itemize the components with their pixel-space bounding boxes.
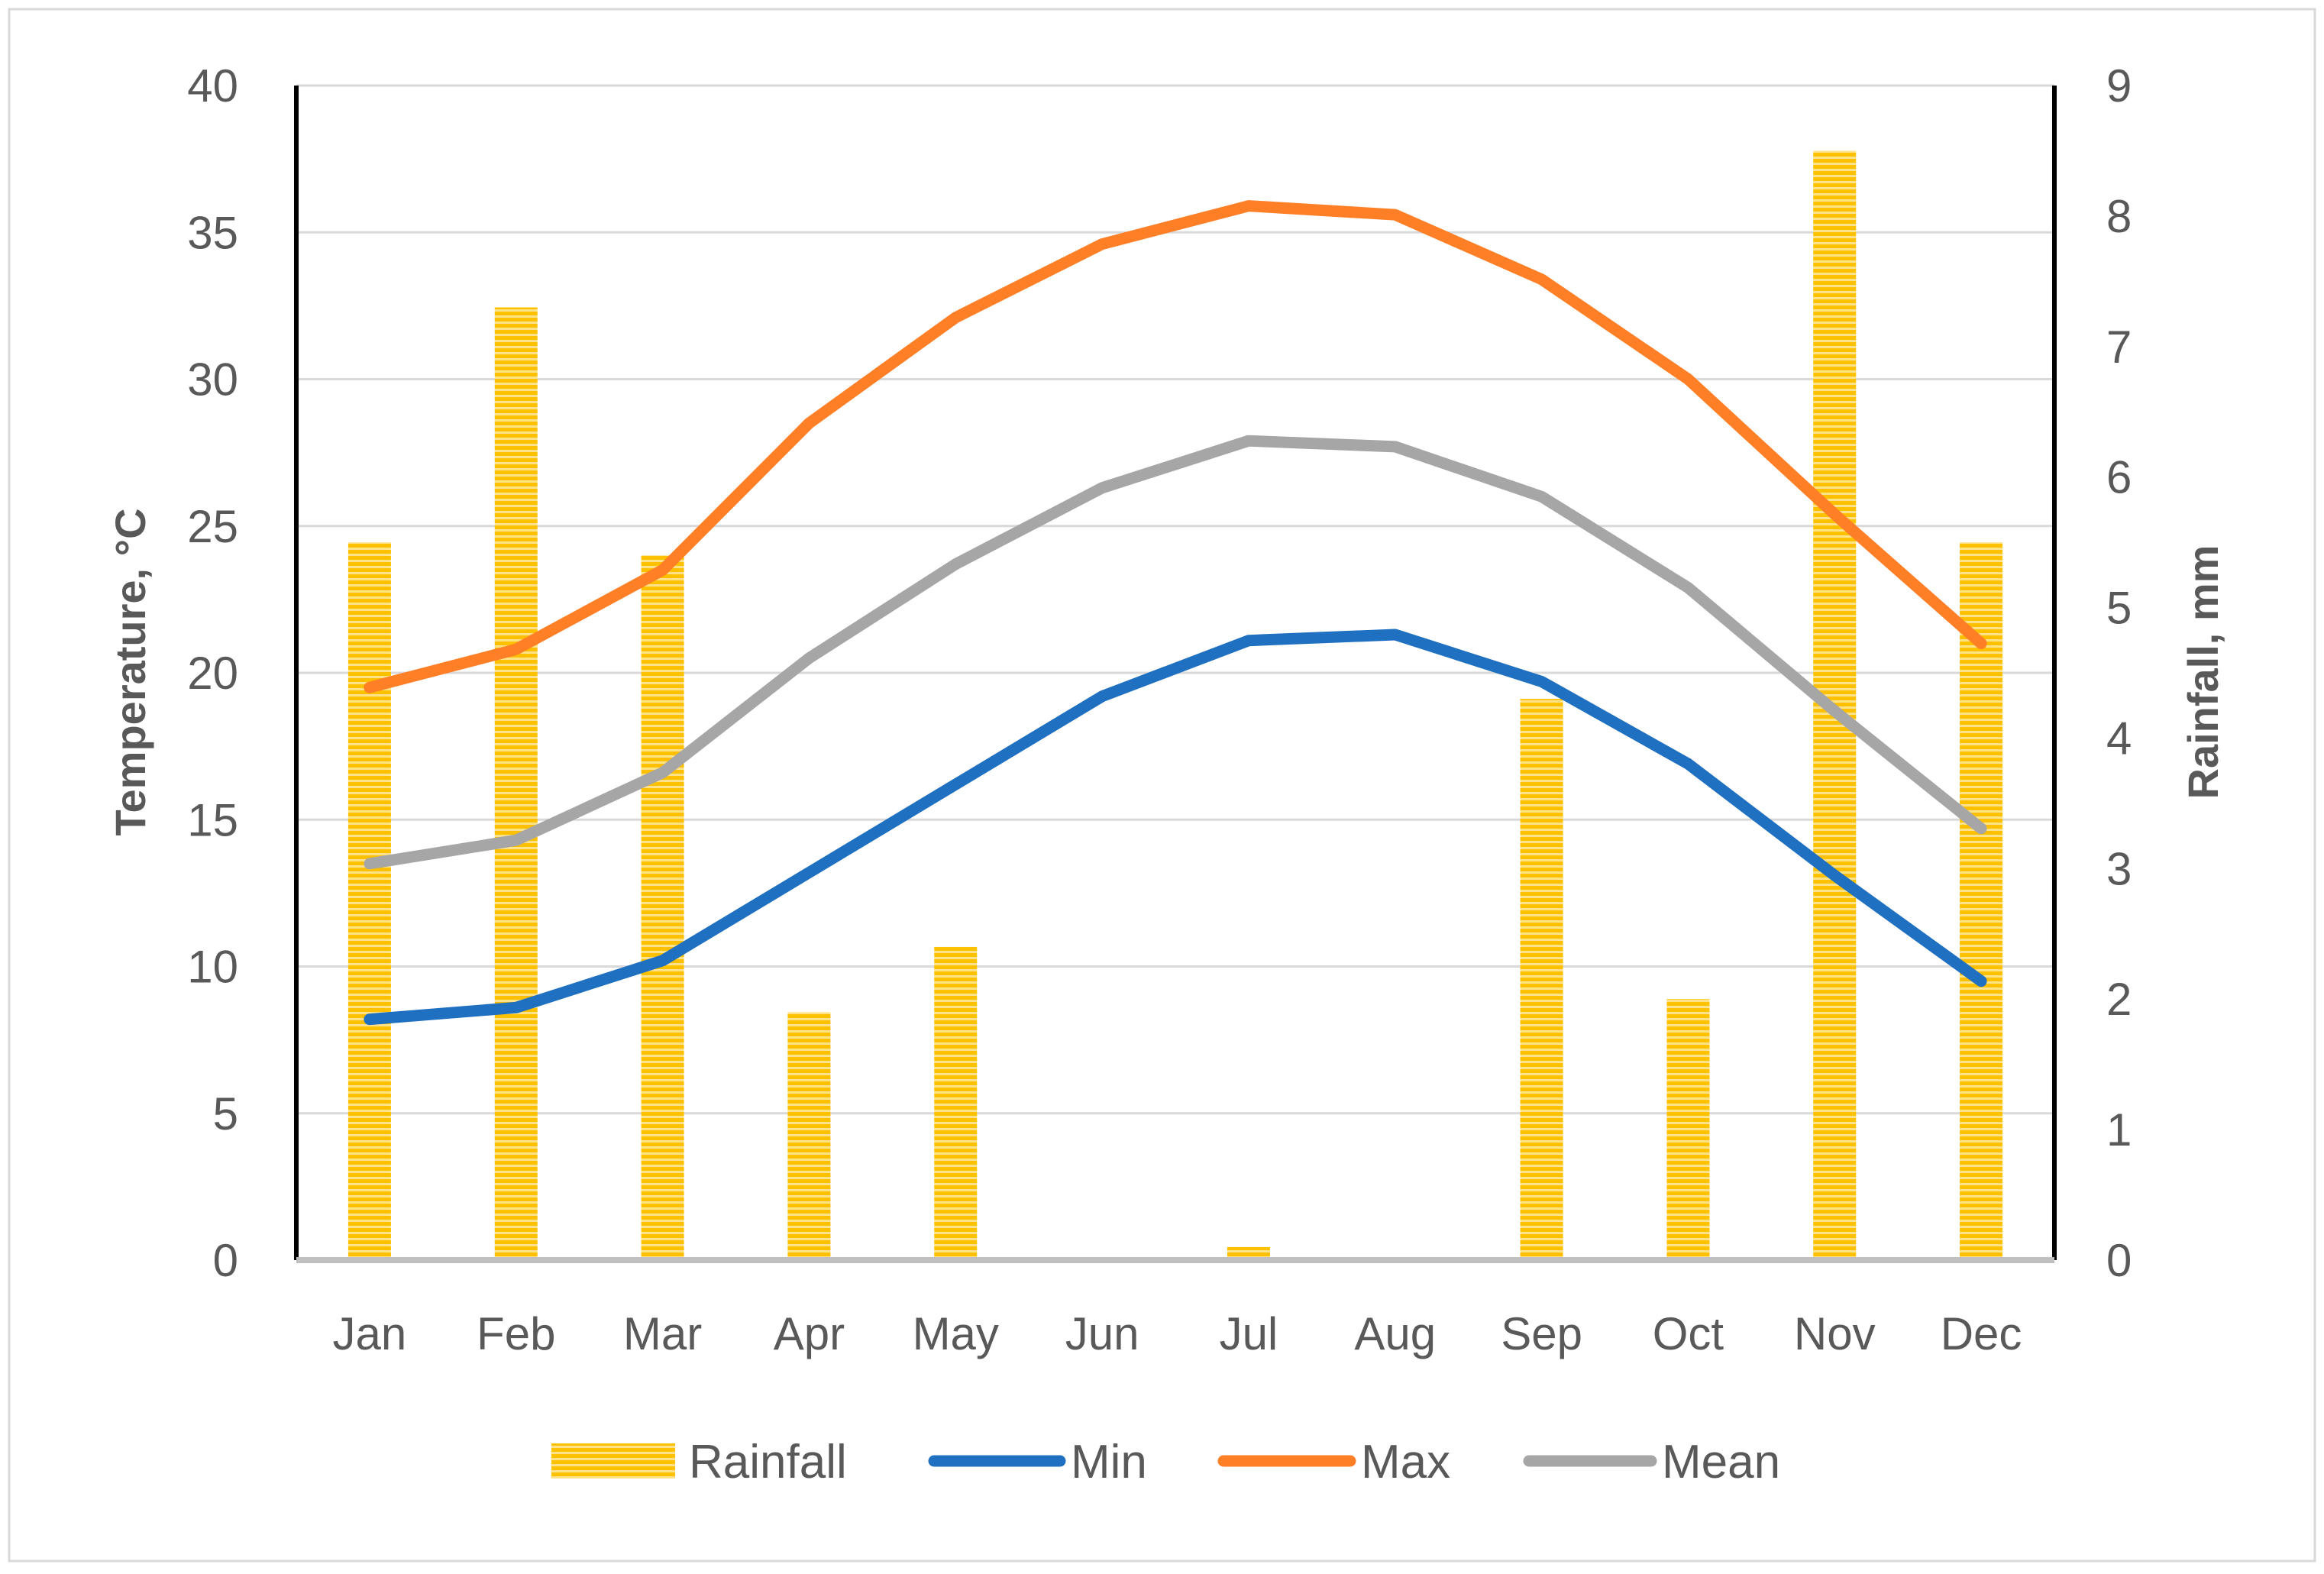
right-tick-label: 5 <box>2106 583 2132 634</box>
rainfall-bar-dec <box>1960 542 2003 1260</box>
rainfall-bar-feb <box>494 307 538 1260</box>
x-tick-label: Sep <box>1501 1308 1582 1359</box>
rainfall-bar-jan <box>347 542 391 1260</box>
x-tick-label: Aug <box>1354 1308 1436 1359</box>
right-tick-label: 2 <box>2106 974 2132 1025</box>
legend-label-rainfall: Rainfall <box>689 1436 847 1488</box>
left-tick-label: 0 <box>213 1235 238 1286</box>
x-tick-label: Nov <box>1794 1308 1876 1359</box>
rainfall-bar-mar <box>641 555 684 1260</box>
x-tick-label: Apr <box>774 1308 845 1359</box>
axes <box>294 86 2057 1263</box>
x-tick-label: Oct <box>1653 1308 1724 1359</box>
x-tick-label: Jun <box>1065 1308 1139 1359</box>
right-tick-label: 1 <box>2106 1104 2132 1155</box>
left-tick-label: 15 <box>187 794 238 845</box>
rainfall-bar-jul <box>1227 1246 1270 1260</box>
legend: Rainfall Min Max Mean <box>551 1436 1780 1488</box>
x-tick-label: Feb <box>477 1308 555 1359</box>
right-tick-label: 3 <box>2106 843 2132 894</box>
right-tick-label: 8 <box>2106 191 2132 242</box>
left-tick-label: 40 <box>187 60 238 112</box>
series-line-min <box>364 629 1987 1026</box>
x-tick-label: Dec <box>1941 1308 2022 1359</box>
tick-labels: 0 5 10 15 20 25 30 35 40 0 1 2 3 4 5 6 7 8 9 Jan Feb Mar Apr Ma… <box>106 60 2227 1359</box>
x-tick-label: Jul <box>1220 1308 1278 1359</box>
legend-label-max: Max <box>1361 1436 1450 1488</box>
right-tick-label: 7 <box>2106 322 2132 373</box>
right-axis-title: Rainfall, mm <box>2179 545 2227 800</box>
left-tick-label: 10 <box>187 942 238 993</box>
series-line-mean <box>364 435 1987 870</box>
legend-label-mean: Mean <box>1662 1436 1780 1488</box>
temperature-lines <box>364 200 1987 1026</box>
right-tick-label: 0 <box>2106 1235 2132 1286</box>
left-tick-label: 35 <box>187 207 238 258</box>
series-line-max <box>364 200 1987 693</box>
x-tick-label: May <box>913 1308 999 1359</box>
rainfall-bars <box>347 150 2003 1260</box>
rainfall-bar-apr <box>787 1012 831 1260</box>
right-tick-label: 6 <box>2106 452 2132 503</box>
x-tick-label: Mar <box>623 1308 702 1359</box>
rainfall-bar-sep <box>1520 699 1563 1260</box>
right-tick-label: 4 <box>2106 713 2132 764</box>
x-tick-label: Jan <box>333 1308 407 1359</box>
gridlines <box>296 84 2054 1115</box>
left-tick-label: 5 <box>213 1088 238 1139</box>
rainfall-bar-oct <box>1666 999 1710 1260</box>
right-tick-label: 9 <box>2106 60 2132 112</box>
left-tick-label: 20 <box>187 648 238 699</box>
rainfall-bar-may <box>934 946 978 1260</box>
legend-label-min: Min <box>1071 1436 1147 1488</box>
legend-swatch-rainfall <box>551 1443 675 1479</box>
left-tick-label: 30 <box>187 354 238 406</box>
left-axis-title: Temperature, °C <box>106 508 154 835</box>
left-tick-label: 25 <box>187 501 238 552</box>
